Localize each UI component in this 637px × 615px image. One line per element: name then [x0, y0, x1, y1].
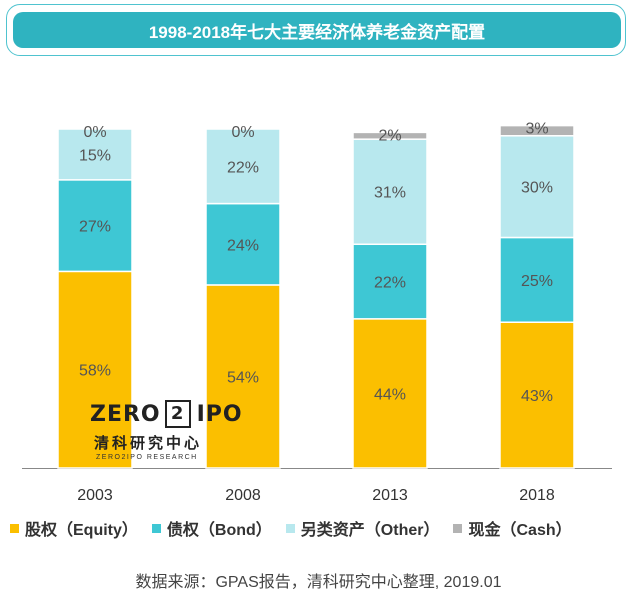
legend-label-equity: 股权（Equity） — [25, 522, 138, 539]
x-tick-label-2003: 2003 — [77, 487, 113, 504]
data-label-2008-0: 54% — [227, 369, 259, 386]
data-label-2013-2: 31% — [374, 185, 406, 202]
x-tick-label-2008: 2008 — [225, 487, 261, 504]
data-label-2003-3: 0% — [83, 124, 106, 141]
legend-swatch-other — [285, 523, 295, 533]
chart-title: 1998-2018年七大主要经济体养老金资产配置 — [13, 12, 621, 48]
legend-swatch-cash — [453, 523, 463, 533]
bar-segment-2018-2 — [499, 135, 575, 239]
bar-segment-2003-2 — [57, 128, 133, 181]
logo-ipo: IPO — [196, 401, 243, 427]
x-tick-label-2013: 2013 — [372, 487, 408, 504]
bar-segment-2008-0 — [205, 284, 281, 469]
data-label-2018-3: 3% — [525, 121, 548, 138]
legend-label-cash: 现金（Cash） — [468, 522, 572, 539]
logo-two-box: 2 — [164, 400, 191, 428]
bar-segment-2013-0 — [352, 318, 428, 469]
logo-chinese: 清科研究中心 — [94, 435, 203, 452]
bar-segment-2018-0 — [499, 321, 575, 469]
data-label-2008-3: 0% — [231, 124, 254, 141]
data-label-2003-2: 15% — [79, 147, 111, 164]
data-label-2003-1: 27% — [79, 219, 111, 236]
legend-label-other: 另类资产（Other） — [300, 522, 440, 539]
logo-subtitle: ZERO2IPO RESEARCH — [96, 454, 198, 461]
data-label-2018-0: 43% — [521, 388, 553, 405]
legend-item-bond: 债权（Bond） — [151, 516, 272, 540]
data-label-2013-0: 44% — [374, 386, 406, 403]
bar-segment-2018-3 — [499, 124, 575, 137]
bar-segment-2013-2 — [352, 138, 428, 246]
bar-segment-2013-1 — [352, 243, 428, 320]
bar-segment-2018-1 — [499, 236, 575, 323]
legend-label-bond: 债权（Bond） — [166, 522, 272, 539]
legend-swatch-bond — [151, 523, 161, 533]
data-label-2013-1: 22% — [374, 275, 406, 292]
legend: 股权（Equity） 债权（Bond） 另类资产（Other） 现金（Cash） — [10, 514, 630, 542]
legend-item-other: 另类资产（Other） — [285, 516, 440, 540]
bar-segment-2008-2 — [205, 128, 281, 205]
bar-segment-2003-1 — [57, 179, 133, 273]
zero2ipo-logo: ZERO 2 IPO 清科研究中心 ZERO2IPO RESEARCH — [90, 400, 250, 470]
logo-zero: ZERO — [90, 401, 161, 427]
data-label-2013-3: 2% — [378, 127, 401, 144]
legend-item-equity: 股权（Equity） — [10, 516, 138, 540]
legend-item-cash: 现金（Cash） — [453, 516, 572, 540]
legend-swatch-equity — [10, 523, 19, 533]
data-label-2003-0: 58% — [79, 363, 111, 380]
x-tick-label-2018: 2018 — [519, 487, 555, 504]
source-note: 数据来源：GPAS报告，清科研究中心整理, 2019.01 — [135, 574, 502, 591]
bar-segment-2013-3 — [352, 131, 428, 140]
bar-segment-2008-1 — [205, 202, 281, 286]
data-label-2008-1: 24% — [227, 237, 259, 254]
data-label-2018-1: 25% — [521, 273, 553, 290]
data-label-2008-2: 22% — [227, 159, 259, 176]
data-label-2018-2: 30% — [521, 180, 553, 197]
